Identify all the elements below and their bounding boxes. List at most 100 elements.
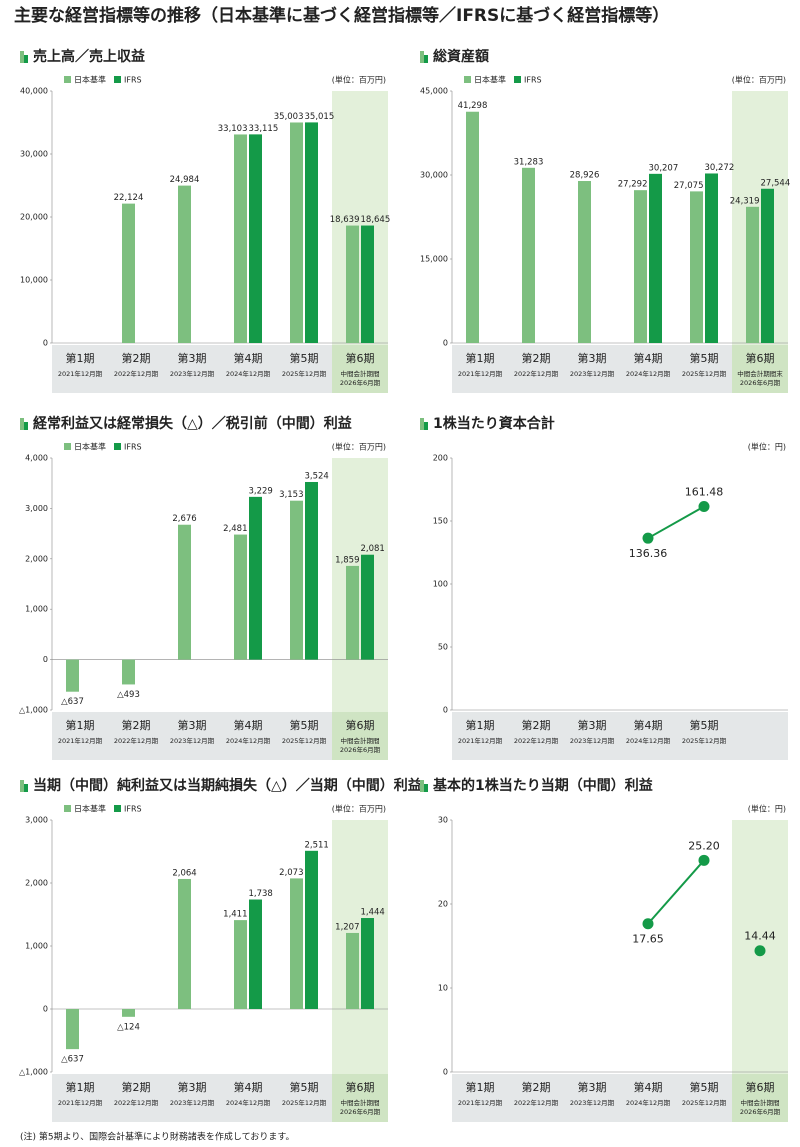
bar — [305, 850, 318, 1009]
data-label: 27,292 — [618, 180, 648, 190]
data-label: △124 — [117, 1022, 140, 1032]
data-label: 18,639 — [330, 215, 360, 225]
category-label: 第5期 — [690, 718, 719, 732]
category-label: 第1期 — [466, 718, 495, 732]
category-label: 第1期 — [466, 351, 495, 365]
legend-swatch — [114, 76, 121, 83]
y-tick-label: 30 — [438, 816, 448, 825]
legend-swatch — [114, 805, 121, 812]
data-label: 24,984 — [170, 175, 200, 185]
category-label: 第3期 — [578, 1080, 607, 1094]
category-label: 第2期 — [522, 351, 551, 365]
chart-title: 基本的1株当たり当期（中間）利益 — [433, 777, 653, 794]
period-label: 2023年12月期 — [570, 369, 615, 378]
data-label: 3,524 — [305, 471, 329, 481]
heading-icon — [20, 780, 24, 792]
y-tick-label: 30,000 — [20, 150, 48, 159]
category-label: 第4期 — [634, 718, 663, 732]
category-label: 第1期 — [66, 351, 95, 365]
point — [698, 501, 710, 513]
data-label: 35,003 — [274, 112, 304, 122]
period-label: 2024年12月期 — [626, 369, 671, 378]
category-label: 第5期 — [690, 351, 719, 365]
data-label: 2,511 — [305, 840, 329, 850]
y-tick-label: 2,000 — [25, 554, 48, 563]
bar — [66, 659, 79, 692]
category-label: 第4期 — [234, 351, 263, 365]
y-tick-label: 15,000 — [420, 255, 448, 264]
legend-swatch — [464, 76, 471, 83]
period-label: 2021年12月期 — [458, 736, 503, 745]
period-label: 2023年12月期 — [570, 1098, 615, 1107]
data-label: 14.44 — [744, 930, 776, 943]
period-label: 中間会計期間 — [741, 1098, 780, 1107]
heading-icon — [420, 418, 424, 430]
heading-icon — [420, 51, 424, 63]
data-label: 3,229 — [249, 486, 273, 496]
data-label: 3,153 — [279, 490, 303, 500]
period-label: 2022年12月期 — [514, 736, 559, 745]
period-label: 中間会計期間 — [341, 369, 380, 378]
category-band — [452, 712, 788, 760]
data-label: 28,926 — [570, 171, 600, 181]
data-label: 17.65 — [632, 933, 664, 946]
legend-label: IFRS — [124, 443, 142, 452]
data-label: 1,207 — [335, 922, 359, 932]
period-label: 中間会計期間 — [341, 736, 380, 745]
heading-icon — [424, 422, 428, 430]
period-label: 2025年12月期 — [282, 369, 327, 378]
data-label: 161.48 — [685, 486, 724, 499]
legend-swatch — [514, 76, 521, 83]
period-label: 2023年12月期 — [170, 736, 215, 745]
data-label: 33,103 — [218, 124, 248, 134]
highlight-category — [332, 345, 388, 393]
period-label: 2026年6月期 — [340, 1107, 381, 1116]
bar — [361, 225, 374, 343]
y-tick-label: 20 — [438, 900, 448, 909]
category-label: 第2期 — [122, 1080, 151, 1094]
data-label: 2,481 — [223, 524, 247, 534]
category-label: 第4期 — [234, 718, 263, 732]
category-label: 第4期 — [234, 1080, 263, 1094]
y-tick-label: 3,000 — [25, 504, 48, 513]
y-tick-label: 4,000 — [25, 454, 48, 463]
heading-icon — [20, 418, 24, 430]
category-label: 第5期 — [290, 351, 319, 365]
category-label: 第2期 — [122, 351, 151, 365]
period-label: 2021年12月期 — [458, 369, 503, 378]
bar — [234, 134, 247, 343]
point — [698, 854, 710, 866]
category-label: 第5期 — [290, 1080, 319, 1094]
legend-label: 日本基準 — [474, 75, 506, 85]
bar — [690, 191, 703, 343]
bar — [305, 481, 318, 660]
data-label: 30,272 — [705, 163, 735, 173]
bar — [649, 173, 662, 343]
page-title: 主要な経営指標等の推移（日本基準に基づく経営指標等／IFRSに基づく経営指標等） — [14, 5, 669, 26]
period-label: 2023年12月期 — [170, 1098, 215, 1107]
period-label: 2021年12月期 — [458, 1098, 503, 1107]
y-tick-label: 200 — [433, 454, 448, 463]
category-label: 第4期 — [634, 1080, 663, 1094]
y-tick-label: △1,000 — [19, 706, 48, 715]
data-label: △637 — [61, 1055, 84, 1065]
unit-label: (単位：百万円) — [332, 442, 386, 452]
bar — [234, 920, 247, 1009]
bar — [578, 181, 591, 343]
period-label: 2024年12月期 — [626, 1098, 671, 1107]
period-label: 2022年12月期 — [114, 369, 159, 378]
bar — [705, 173, 718, 343]
bar — [634, 190, 647, 343]
period-label: 2025年12月期 — [282, 736, 327, 745]
period-label: 2026年6月期 — [740, 1107, 781, 1116]
y-tick-label: 30,000 — [420, 171, 448, 180]
bar — [346, 565, 359, 660]
data-label: 1,738 — [249, 889, 273, 899]
period-label: 2024年12月期 — [226, 369, 271, 378]
period-label: 2024年12月期 — [626, 736, 671, 745]
y-tick-label: 0 — [43, 1005, 48, 1014]
data-label: 1,859 — [335, 555, 359, 565]
period-label: 2026年6月期 — [340, 745, 381, 754]
period-label: 2022年12月期 — [514, 1098, 559, 1107]
